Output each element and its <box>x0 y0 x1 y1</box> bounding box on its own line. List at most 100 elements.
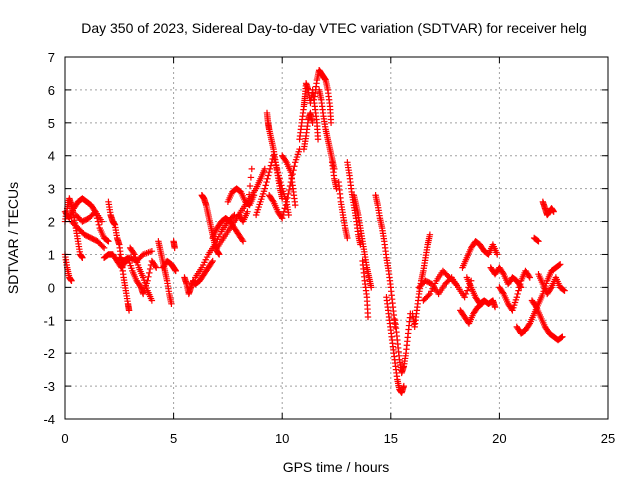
data-point <box>146 265 154 273</box>
y-tick-label: -2 <box>43 346 55 361</box>
data-point <box>148 297 156 304</box>
data-point <box>216 251 223 258</box>
data-point <box>285 211 292 219</box>
data-point <box>262 182 269 189</box>
data-points <box>61 66 568 396</box>
data-point <box>239 236 246 244</box>
data-point <box>245 191 253 198</box>
data-point <box>477 301 485 308</box>
x-axis-label: GPS time / hours <box>283 459 390 475</box>
data-point <box>279 215 286 222</box>
data-point <box>557 261 564 268</box>
data-point <box>515 287 522 294</box>
data-point <box>280 208 288 215</box>
x-tick-label: 0 <box>61 431 68 446</box>
data-point <box>266 165 274 173</box>
data-point <box>550 208 557 215</box>
data-point <box>558 334 565 341</box>
data-point <box>292 201 299 209</box>
data-point <box>499 269 507 277</box>
y-tick-label: 5 <box>48 116 55 131</box>
grid-lines <box>65 57 608 419</box>
data-point <box>265 168 273 176</box>
data-point <box>561 287 568 294</box>
y-tick-label: 7 <box>48 50 55 65</box>
data-point <box>100 244 108 252</box>
data-point <box>425 292 432 299</box>
y-tick-label: 4 <box>48 149 55 164</box>
data-point <box>125 307 133 314</box>
data-point <box>99 243 106 250</box>
data-point <box>494 251 501 258</box>
data-point <box>265 172 272 179</box>
data-point <box>153 264 160 271</box>
data-point <box>478 300 486 308</box>
x-tick-label: 5 <box>170 431 177 446</box>
data-point <box>148 247 156 255</box>
data-point <box>104 237 111 244</box>
data-point <box>152 263 159 270</box>
data-point <box>344 234 351 242</box>
data-point <box>281 205 289 212</box>
data-point <box>247 174 255 181</box>
data-point <box>68 277 75 284</box>
data-point <box>559 333 566 340</box>
y-tick-label: 2 <box>48 215 55 230</box>
data-point <box>282 157 289 165</box>
data-point <box>172 267 179 275</box>
data-point <box>208 259 216 266</box>
plot-frame <box>64 56 609 420</box>
data-point <box>263 178 270 186</box>
y-tick-labels: -4 -3 -2 -1 0 1 2 3 4 5 6 7 <box>43 50 55 427</box>
y-tick-label: 6 <box>48 83 55 98</box>
data-point <box>291 163 298 170</box>
data-point <box>79 254 86 261</box>
data-point <box>364 313 372 321</box>
x-tick-label: 10 <box>275 431 289 446</box>
data-point <box>261 185 269 192</box>
y-axis-label: SDTVAR / TECUs <box>5 182 21 294</box>
data-point <box>105 238 112 245</box>
data-point <box>499 289 507 296</box>
data-point <box>250 192 258 199</box>
data-point <box>269 197 276 204</box>
data-point <box>285 190 292 198</box>
data-point <box>282 201 289 209</box>
data-point <box>452 280 460 288</box>
data-point <box>535 238 542 245</box>
data-point <box>534 237 541 244</box>
data-point <box>279 195 286 202</box>
x-tick-label: 25 <box>601 431 615 446</box>
data-point <box>279 211 287 219</box>
data-point <box>171 244 178 252</box>
data-point <box>245 199 252 207</box>
data-point <box>309 119 316 127</box>
data-point <box>525 321 533 329</box>
data-point <box>368 284 375 291</box>
data-point <box>516 284 523 291</box>
data-point <box>514 290 521 298</box>
data-point <box>145 273 152 281</box>
data-point <box>547 285 554 292</box>
data-point <box>246 182 254 190</box>
data-point <box>532 302 539 309</box>
data-point <box>461 294 468 301</box>
data-point <box>513 294 520 301</box>
x-tick-label: 15 <box>384 431 398 446</box>
data-point <box>168 300 175 308</box>
x-tick-labels: 0 5 10 15 20 25 <box>61 431 615 446</box>
data-point <box>239 238 247 245</box>
data-point <box>98 218 106 225</box>
data-point <box>400 382 408 390</box>
data-point <box>462 290 470 298</box>
y-tick-label: -4 <box>43 412 55 427</box>
data-point <box>95 221 103 229</box>
data-point <box>314 136 322 143</box>
x-tick-label: 20 <box>492 431 506 446</box>
y-tick-label: -1 <box>43 313 55 328</box>
data-point <box>244 208 251 215</box>
data-point <box>283 198 290 205</box>
y-tick-label: -3 <box>43 379 55 394</box>
data-point <box>451 279 458 286</box>
data-point <box>464 287 471 294</box>
